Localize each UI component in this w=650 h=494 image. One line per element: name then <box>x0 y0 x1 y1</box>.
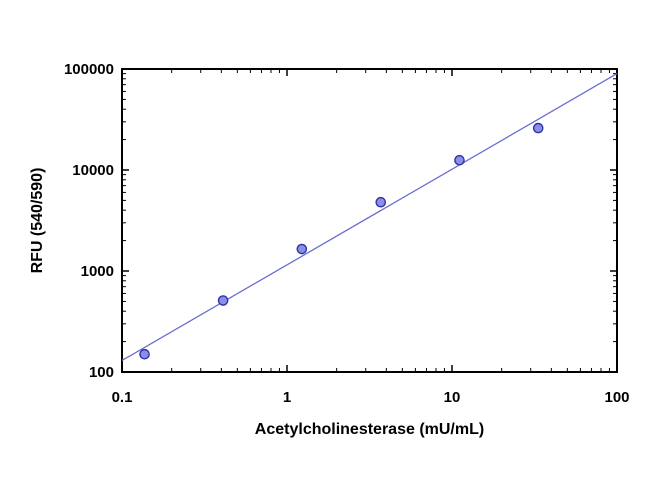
data-point <box>139 348 150 360</box>
y-axis-title: RFU (540/590) <box>29 168 46 274</box>
plot-frame <box>121 68 618 373</box>
x-tick-label: 0.1 <box>112 389 133 406</box>
data-point <box>375 196 387 208</box>
data-point <box>217 295 229 306</box>
x-axis-title: Acetylcholinesterase (mU/mL) <box>255 421 484 438</box>
x-tick-label: 10 <box>444 389 461 406</box>
x-tick-label: 100 <box>604 389 629 406</box>
axes <box>121 68 618 373</box>
axis-ticks: 0.1 1 10 100 100 1000 10000 100000 <box>64 61 630 406</box>
y-tick-label: 100000 <box>64 61 114 78</box>
fit-line <box>121 73 618 362</box>
fit-line-group <box>121 73 618 362</box>
y-tick-label: 1000 <box>81 263 114 280</box>
data-point <box>296 243 308 255</box>
data-points <box>139 122 544 360</box>
data-point <box>532 122 544 134</box>
data-point <box>454 154 465 166</box>
y-tick-label: 100 <box>89 364 114 381</box>
y-tick-label: 10000 <box>72 162 114 179</box>
x-tick-label: 1 <box>283 389 291 406</box>
